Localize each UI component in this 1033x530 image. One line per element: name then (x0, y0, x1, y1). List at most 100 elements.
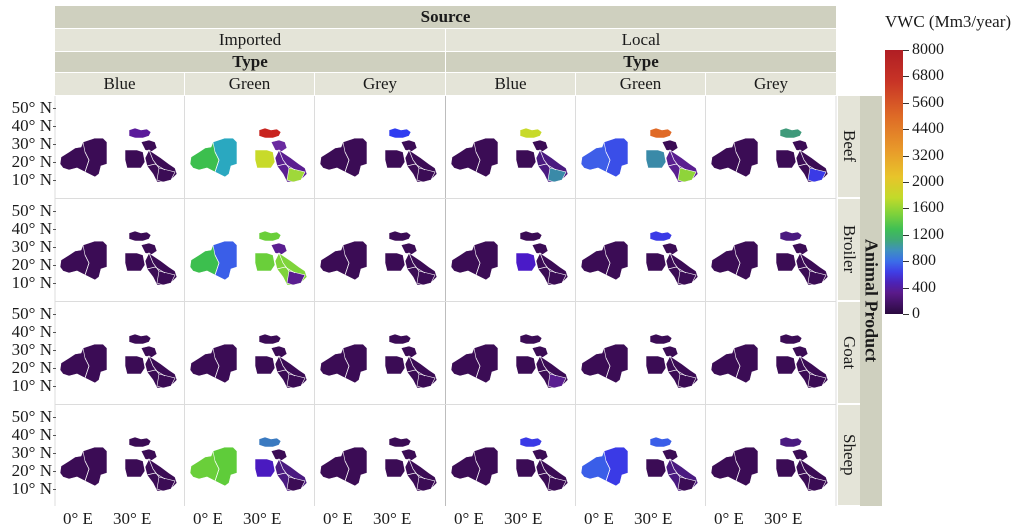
country-region-se (416, 373, 436, 389)
country-region-sw (254, 149, 276, 169)
legend-tick-label: 4400 (912, 120, 944, 137)
type-label: Grey (754, 74, 788, 93)
y-tick-label: 10° N (11, 273, 52, 292)
country-border (797, 369, 817, 377)
legend-tick-mark (903, 76, 909, 77)
country-border (146, 472, 166, 480)
country-region-sw (645, 458, 667, 478)
country-border (142, 458, 160, 478)
country-border (785, 240, 797, 254)
y-tick-mark (53, 126, 56, 127)
country-region-north (258, 127, 282, 139)
y-tick-mark (53, 180, 56, 181)
country-border (797, 472, 817, 480)
country-region-sw (645, 355, 667, 375)
country-region-se (156, 270, 176, 286)
x-tick-label: 30° E (373, 509, 412, 528)
animal-product-label: Animal Product (861, 239, 882, 363)
y-tick-label: 30° N (11, 237, 52, 256)
country-border (793, 149, 811, 169)
map-panel-local-green-sheep (580, 436, 699, 492)
map-panel-imported-green-goat (189, 333, 308, 389)
country-border (793, 458, 811, 478)
country-region-sw (384, 355, 406, 375)
country-border (276, 163, 296, 171)
country-border (142, 355, 160, 375)
y-tick-mark (53, 471, 56, 472)
y-tick-label: 10° N (11, 376, 52, 395)
country-border (533, 355, 551, 375)
country-region-se (547, 476, 567, 492)
source-header-label: Source (420, 7, 471, 26)
country-border (394, 343, 406, 357)
y-tick-mark (53, 386, 56, 387)
country-region-se (156, 167, 176, 183)
y-tick-label: 50° N (11, 201, 52, 220)
country-border (533, 458, 551, 478)
legend-tick-mark (903, 103, 909, 104)
y-tick-label: 10° N (11, 479, 52, 498)
row-label-text: Goat (840, 335, 859, 370)
type-label: Blue (103, 74, 136, 93)
x-tick-label: 0° E (714, 509, 744, 528)
country-region-se (547, 373, 567, 389)
legend-tick-label: 3200 (912, 147, 944, 164)
country-border (667, 472, 687, 480)
country-border (344, 151, 350, 173)
legend-colorbar (885, 50, 903, 314)
legend-tick-label: 8000 (912, 41, 944, 58)
country-region-se (286, 270, 306, 286)
country-region-sw (124, 355, 146, 375)
y-tick-mark (53, 350, 56, 351)
source-group-local-label: Local (621, 30, 661, 49)
map-panel-local-blue-beef (450, 127, 569, 183)
country-region-sw (775, 252, 797, 272)
country-border (663, 355, 681, 375)
y-tick-label: 50° N (11, 304, 52, 323)
x-tick-label: 30° E (504, 509, 543, 528)
country-region-se (156, 476, 176, 492)
map-panel-local-grey-broiler (710, 230, 829, 286)
type-strip-imported-green: Green (185, 73, 314, 95)
country-region-north (649, 436, 673, 448)
country-region-north (779, 436, 803, 448)
country-border (394, 240, 406, 254)
country-border (394, 446, 406, 460)
type-strip-local-green: Green (576, 73, 705, 95)
row-label-text: Sheep (840, 434, 859, 476)
country-border (663, 252, 681, 272)
country-region-se (807, 270, 827, 286)
legend-tick-label: 1600 (912, 199, 944, 216)
map-panel-local-grey-sheep (710, 436, 829, 492)
country-region-sw (645, 149, 667, 169)
country-region-north (388, 436, 412, 448)
legend-tick-label: 0 (912, 305, 920, 322)
country-region-north (779, 230, 803, 242)
row-label-text: Broiler (840, 225, 859, 274)
y-tick-mark (53, 265, 56, 266)
type-label: Grey (363, 74, 397, 93)
country-border (344, 460, 350, 482)
row-label-broiler: Broiler (838, 199, 860, 301)
country-region-north (649, 127, 673, 139)
country-region-north (649, 230, 673, 242)
country-border (146, 163, 166, 171)
map-panel-imported-grey-beef (319, 127, 438, 183)
country-border (663, 458, 681, 478)
country-region-north (258, 436, 282, 448)
country-region-north (258, 333, 282, 345)
country-region-north (779, 333, 803, 345)
country-border (264, 446, 276, 460)
row-label-goat: Goat (838, 302, 860, 404)
country-region-se (286, 476, 306, 492)
country-border (402, 149, 420, 169)
country-border (272, 149, 290, 169)
country-border (214, 357, 220, 379)
country-border (276, 266, 296, 274)
country-border (134, 240, 146, 254)
country-border (605, 460, 611, 482)
country-border (793, 252, 811, 272)
country-region-se (416, 270, 436, 286)
country-border (146, 266, 166, 274)
y-tick-mark (53, 229, 56, 230)
